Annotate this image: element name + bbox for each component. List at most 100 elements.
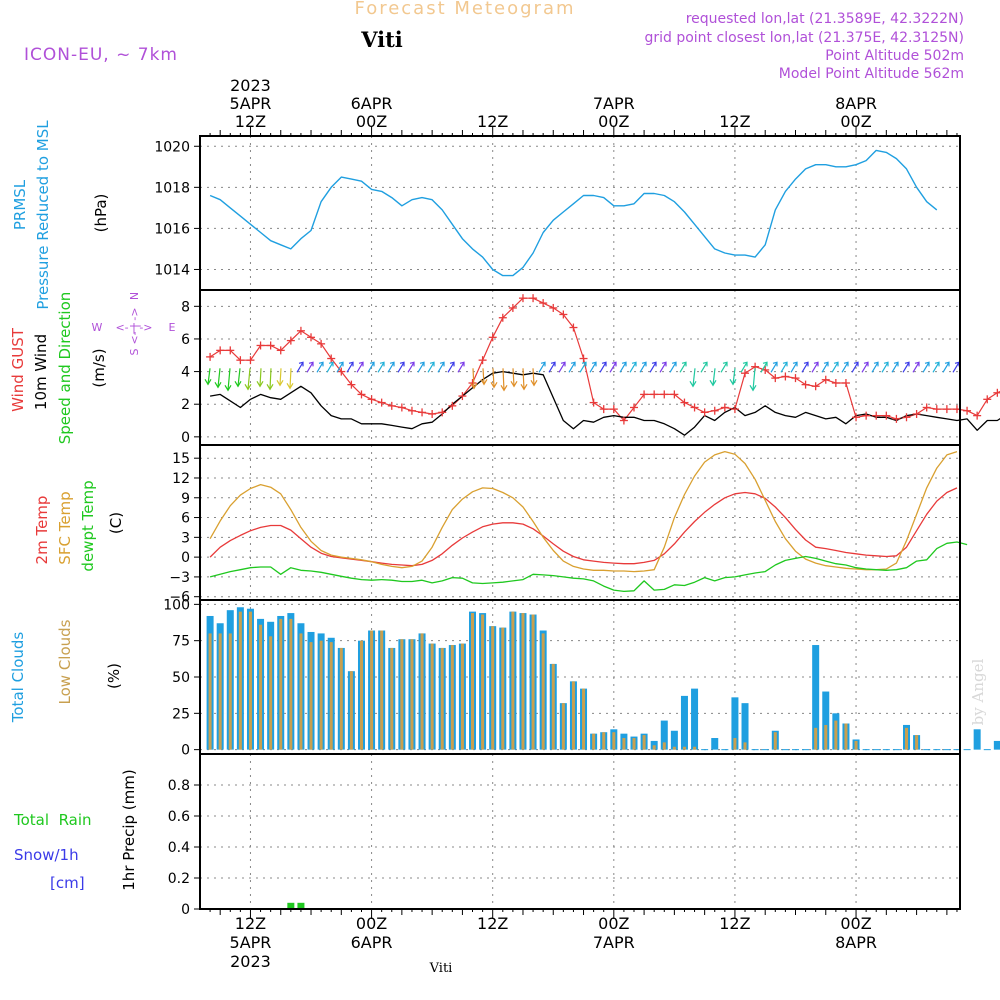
low-cloud-bar — [561, 703, 565, 750]
total-cloud-bar — [711, 738, 719, 750]
wind-direction-arrow — [550, 361, 556, 367]
y-tick-label: −3 — [169, 570, 190, 586]
wind-direction-arrow — [568, 362, 576, 373]
wind-direction-arrow — [316, 362, 324, 373]
low-cloud-bar — [612, 732, 616, 750]
low-cloud-bar — [915, 735, 919, 750]
wind-direction-arrow — [522, 368, 525, 390]
wind-direction-arrow — [247, 368, 251, 390]
wind-direction-arrow — [681, 361, 687, 367]
rain-bar — [287, 902, 295, 909]
temp2m-label: 2m Temp — [33, 496, 51, 565]
time-label-bottom: 00Z — [356, 914, 387, 933]
compass-rose: N <- | -> W E <- | -> S — [92, 292, 176, 356]
wind-unit: (m/s) — [90, 348, 108, 387]
low-cloud-bar — [693, 746, 697, 750]
wind-direction-arrow — [520, 384, 528, 391]
wind-direction-arrow — [649, 362, 657, 373]
low-cloud-bar — [420, 633, 424, 750]
wind-direction-arrow — [922, 362, 930, 373]
y-tick-label: 6 — [181, 511, 190, 527]
compass-west: W — [92, 321, 103, 334]
wind-direction-arrow — [641, 361, 647, 367]
wind-direction-arrow — [224, 385, 232, 392]
y-tick-label: 0.8 — [168, 778, 190, 794]
wind-direction-arrow — [358, 361, 364, 367]
wind-direction-arrow — [369, 361, 375, 367]
low-cloud-bar — [571, 681, 575, 750]
wind-direction-arrow — [924, 361, 930, 367]
y-tick-label: 3 — [181, 530, 190, 546]
dewpt-label: dewpt Temp — [79, 480, 97, 571]
y-tick-label: 1018 — [154, 180, 190, 196]
wind-direction-arrow — [732, 368, 736, 385]
wind-direction-arrow — [579, 362, 587, 373]
wind-direction-arrow — [801, 362, 809, 373]
low-cloud-bar — [440, 647, 444, 750]
time-label-bottom: 5APR — [230, 933, 272, 952]
wind-direction-arrow — [244, 384, 252, 391]
wind-direction-arrow — [470, 383, 478, 390]
point-altitude: Point Altitude 502m — [825, 48, 964, 64]
dewpoint-line — [209, 541, 968, 593]
low-cloud-bar — [501, 627, 505, 750]
pressure-line — [209, 149, 938, 277]
wind-direction-arrow — [289, 368, 292, 389]
wind-direction-arrow — [318, 361, 324, 367]
wind-direction-arrow — [651, 361, 657, 367]
axis-layer: 1014 1016 1018 1020 0 2 4 6 8 −6 −3 0 3 6 9 12 15 0 25 50 75… — [154, 76, 958, 971]
wind-direction-arrow — [207, 368, 211, 385]
wind-direction-arrow — [530, 380, 538, 387]
wind-direction-arrow — [631, 361, 637, 367]
low-cloud-bar — [289, 618, 293, 750]
low-cloud-bar — [410, 639, 414, 750]
wind-direction-arrow — [560, 361, 566, 367]
gust-label: Wind GUST — [9, 327, 27, 412]
wind-direction-arrow — [891, 362, 899, 373]
wind-direction-arrow — [256, 381, 264, 388]
wind-label: 10m Wind — [32, 334, 50, 410]
total-cloud-bar — [973, 729, 981, 750]
low-cloud-bar — [471, 613, 475, 750]
low-cloud-bar — [541, 633, 545, 750]
pressure-label: Pressure Reduced to MSL — [34, 120, 52, 310]
wind-direction-arrow — [399, 361, 405, 367]
wind-direction-arrow — [356, 362, 364, 373]
wind-direction-arrow — [689, 381, 697, 388]
wind-direction-arrow — [914, 361, 920, 367]
direction-label: Speed and Direction — [56, 292, 74, 445]
time-label-bottom: 00Z — [840, 914, 871, 933]
wind-direction-arrow — [338, 361, 344, 367]
wind-direction-arrow — [502, 368, 505, 391]
wind-direction-arrow — [429, 361, 435, 367]
wind-direction-arrow — [601, 361, 607, 367]
wind-direction-arrow — [692, 368, 696, 387]
low-cloud-bar — [602, 732, 606, 750]
wind-direction-arrow — [702, 361, 708, 367]
compass-east: E — [169, 321, 176, 334]
wind-direction-arrow — [782, 361, 788, 367]
wind-direction-arrow — [790, 362, 798, 373]
low-cloud-bar — [309, 642, 313, 750]
wind-direction-arrow — [591, 361, 597, 367]
low-cloud-bar — [854, 740, 858, 750]
low-cloud-bar — [359, 640, 363, 750]
wind-direction-arrow — [861, 362, 869, 373]
wind-direction-arrow — [893, 361, 899, 367]
low-cloud-bar — [682, 746, 686, 750]
wind-direction-arrow — [873, 361, 879, 367]
wind-direction-arrow — [833, 361, 839, 367]
low-cloud-bar — [531, 614, 535, 750]
time-label-top: 00Z — [840, 112, 871, 131]
wind-direction-arrow — [669, 362, 677, 373]
wind-direction-arrow — [419, 361, 425, 367]
low-cloud-bar — [814, 727, 818, 750]
snow-label: Snow/1h — [14, 846, 79, 864]
low-cloud-bar — [208, 633, 212, 750]
wind-direction-arrow — [336, 362, 344, 373]
wind-direction-arrow — [619, 362, 627, 373]
wind-direction-arrow — [266, 384, 274, 391]
wind-direction-arrow — [902, 362, 910, 373]
wind-direction-arrow — [823, 361, 829, 367]
low-cloud-bar — [743, 742, 747, 750]
